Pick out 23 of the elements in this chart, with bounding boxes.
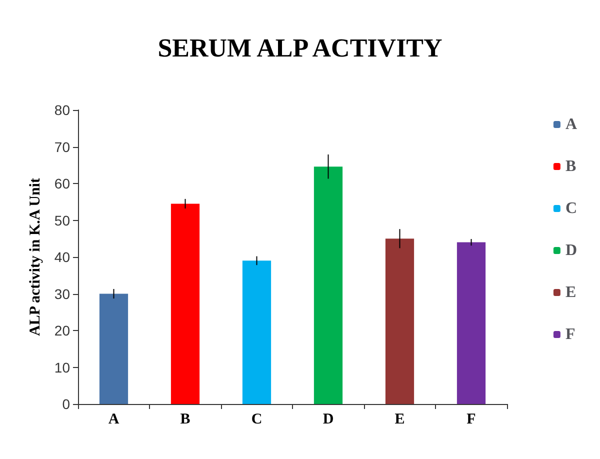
y-tick-label: 10: [54, 359, 70, 376]
x-tick-label: F: [466, 412, 476, 428]
y-tick-label: 80: [54, 102, 70, 118]
y-tick-label: 40: [54, 249, 70, 265]
legend-label: C: [565, 200, 578, 217]
x-tick-label: D: [322, 412, 334, 428]
y-axis-title: ALP activity in K.A Unit: [28, 178, 44, 336]
x-tick-label: B: [180, 412, 190, 428]
legend-label: B: [565, 158, 576, 175]
legend-label: E: [565, 284, 576, 301]
y-tick-label: 50: [54, 212, 70, 228]
legend-label: A: [565, 116, 578, 133]
y-tick-label: 30: [54, 286, 70, 302]
y-tick-label: 70: [54, 138, 70, 155]
x-tick-label: C: [251, 412, 262, 428]
y-tick-label: 0: [62, 396, 70, 412]
y-tick-label: 60: [54, 176, 70, 192]
chart-title: SERUM ALP ACTIVITY: [158, 34, 443, 62]
x-tick-label: E: [394, 412, 405, 428]
y-tick-label: 20: [54, 322, 70, 338]
x-tick-label: A: [108, 412, 120, 428]
legend-label: D: [565, 242, 578, 259]
legend-label: F: [565, 326, 576, 343]
